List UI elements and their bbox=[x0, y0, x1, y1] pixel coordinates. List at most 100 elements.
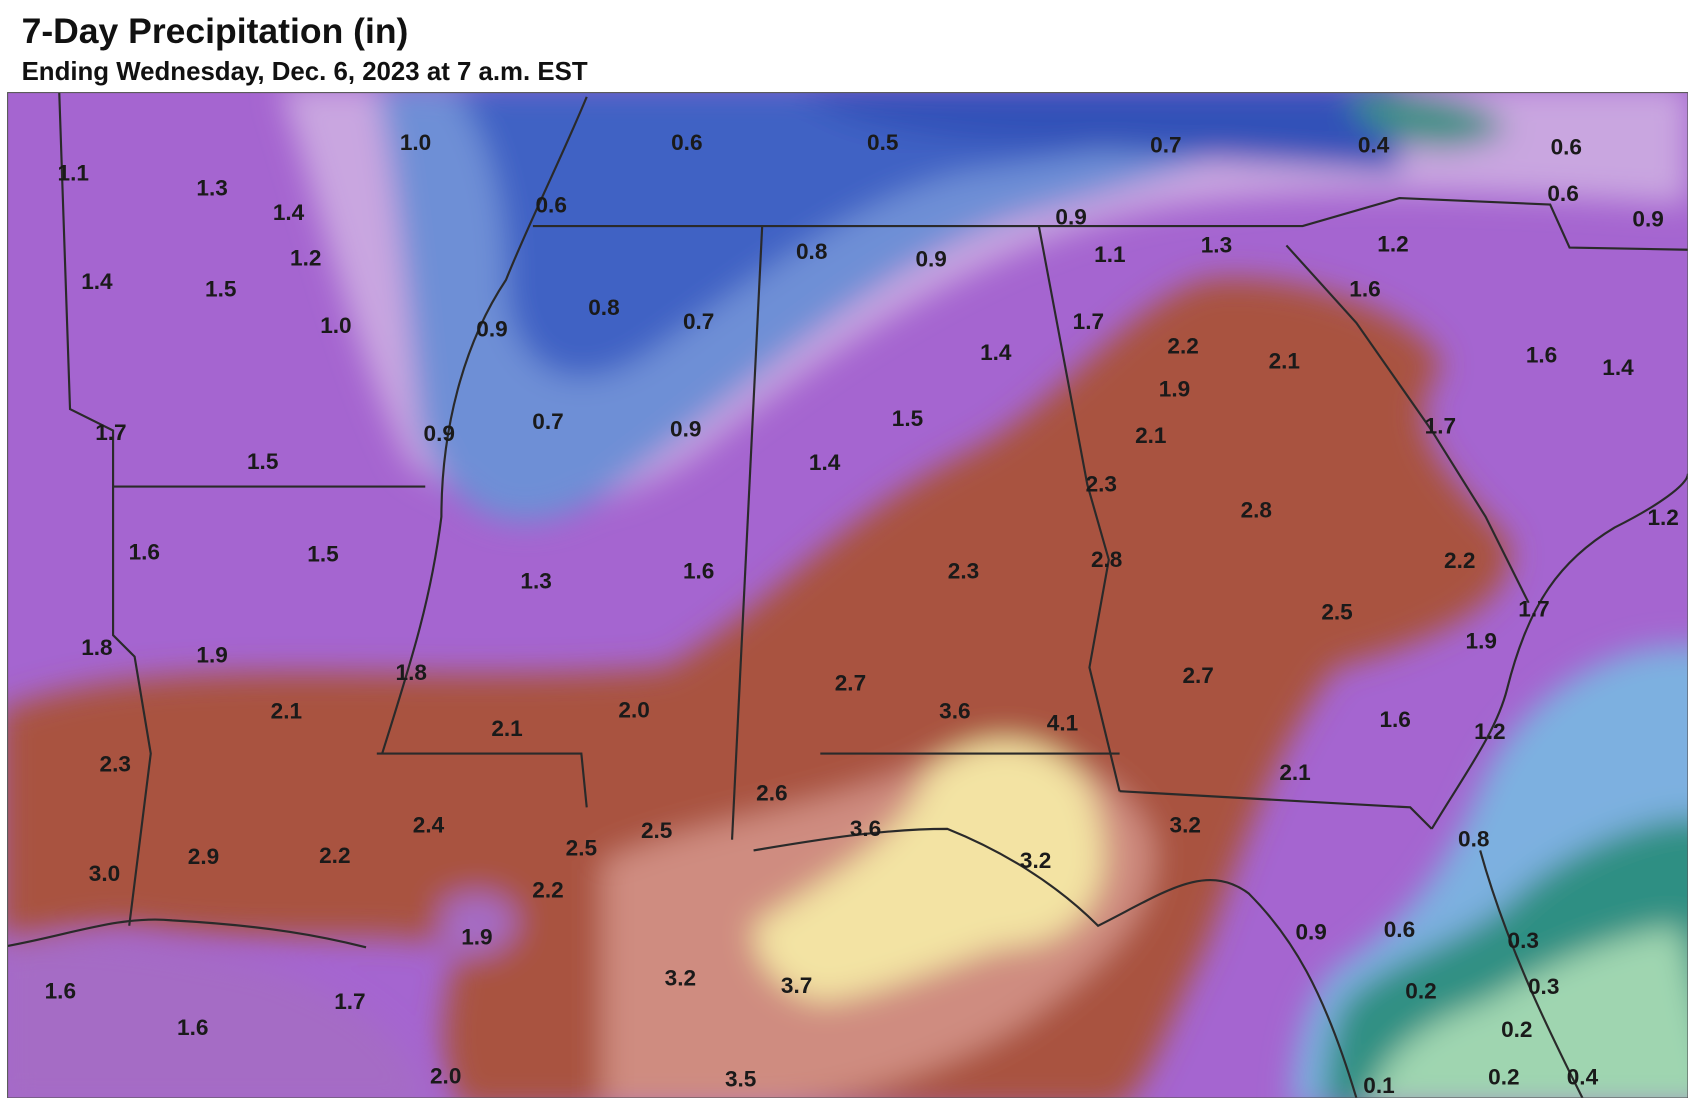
precip-label: 1.6 bbox=[177, 1015, 208, 1040]
precip-label: 1.9 bbox=[196, 643, 227, 668]
precip-label: 1.9 bbox=[461, 925, 492, 950]
precip-label: 1.5 bbox=[205, 277, 236, 302]
precip-label: 1.4 bbox=[809, 450, 841, 475]
precip-label: 1.6 bbox=[1379, 707, 1410, 732]
precip-label: 1.2 bbox=[1474, 719, 1505, 744]
precip-label: 0.7 bbox=[532, 409, 563, 434]
precip-label: 1.5 bbox=[307, 541, 338, 566]
precip-label: 0.9 bbox=[1295, 919, 1326, 944]
label-layer: 1.1 1.3 1.0 0.6 0.5 0.7 0.4 0.6 1.4 0.6 0.6 0.9 0.9 1… bbox=[45, 130, 1679, 1098]
precip-label: 1.1 bbox=[58, 160, 89, 185]
precip-label: 0.9 bbox=[476, 316, 507, 341]
precip-label: 1.0 bbox=[400, 130, 431, 155]
precip-label: 2.5 bbox=[566, 835, 597, 860]
precip-label: 1.7 bbox=[1073, 309, 1104, 334]
precip-label: 2.7 bbox=[1182, 663, 1213, 688]
precip-label: 3.6 bbox=[939, 699, 970, 724]
precip-label: 0.2 bbox=[1501, 1017, 1532, 1042]
precip-label: 0.2 bbox=[1405, 978, 1436, 1003]
precip-label: 0.4 bbox=[1567, 1065, 1599, 1090]
precip-label: 0.8 bbox=[796, 239, 827, 264]
precip-label: 2.6 bbox=[756, 780, 787, 805]
precip-label: 1.4 bbox=[273, 200, 305, 225]
precip-label: 1.4 bbox=[1602, 355, 1634, 380]
title: 7-Day Precipitation (in) bbox=[22, 11, 409, 51]
precip-label: 3.5 bbox=[725, 1067, 756, 1092]
precip-label: 1.8 bbox=[396, 660, 427, 685]
precip-label: 0.7 bbox=[683, 309, 714, 334]
precip-label: 0.6 bbox=[1384, 917, 1415, 942]
precip-label: 1.6 bbox=[129, 539, 160, 564]
precip-label: 2.1 bbox=[1135, 423, 1166, 448]
precip-label: 0.6 bbox=[1547, 181, 1578, 206]
precip-label: 0.5 bbox=[867, 130, 898, 155]
precip-label: 2.8 bbox=[1241, 497, 1272, 522]
precip-label: 2.3 bbox=[948, 559, 979, 584]
precip-label: 2.1 bbox=[271, 699, 302, 724]
precip-label: 0.9 bbox=[670, 417, 701, 442]
precip-label: 0.8 bbox=[588, 295, 619, 320]
map bbox=[7, 92, 1688, 1098]
precip-label: 1.7 bbox=[1425, 413, 1456, 438]
precip-label: 1.2 bbox=[1377, 231, 1408, 256]
precip-label: 2.5 bbox=[1321, 600, 1352, 625]
boundaries bbox=[7, 92, 1688, 1098]
precip-label: 2.1 bbox=[1269, 349, 1300, 374]
precip-label: 2.8 bbox=[1091, 547, 1122, 572]
precip-label: 3.6 bbox=[850, 816, 881, 841]
precip-label: 2.9 bbox=[188, 844, 219, 869]
precip-label: 1.3 bbox=[1201, 232, 1232, 257]
precip-label: 0.1 bbox=[1363, 1073, 1394, 1098]
precip-label: 3.2 bbox=[1020, 848, 1051, 873]
precip-label: 2.5 bbox=[641, 818, 672, 843]
precip-label: 0.7 bbox=[1150, 132, 1181, 157]
precip-label: 0.3 bbox=[1528, 974, 1559, 999]
precip-label: 3.2 bbox=[1170, 813, 1201, 838]
precip-label: 2.1 bbox=[1279, 760, 1310, 785]
precip-label: 1.1 bbox=[1094, 242, 1125, 267]
precip-label: 1.4 bbox=[81, 269, 113, 294]
precip-label: 1.5 bbox=[247, 449, 278, 474]
precip-label: 0.2 bbox=[1488, 1065, 1519, 1090]
precip-label: 2.4 bbox=[413, 813, 445, 838]
precip-label: 2.3 bbox=[100, 751, 131, 776]
precip-label: 0.4 bbox=[1358, 132, 1390, 157]
precip-label: 0.9 bbox=[915, 246, 946, 271]
precip-label: 1.6 bbox=[1349, 277, 1380, 302]
precip-label: 4.1 bbox=[1047, 710, 1078, 735]
precip-label: 1.3 bbox=[520, 568, 551, 593]
precip-label: 1.9 bbox=[1159, 377, 1190, 402]
precip-label: 1.3 bbox=[196, 175, 227, 200]
precip-label: 1.6 bbox=[683, 559, 714, 584]
precip-label: 2.2 bbox=[1444, 548, 1475, 573]
precip-label: 2.7 bbox=[835, 671, 866, 696]
precip-label: 1.8 bbox=[81, 635, 112, 660]
precip-label: 1.5 bbox=[892, 406, 923, 431]
precip-label: 0.6 bbox=[535, 193, 566, 218]
precip-label: 1.4 bbox=[980, 340, 1012, 365]
subtitle: Ending Wednesday, Dec. 6, 2023 at 7 a.m.… bbox=[22, 58, 588, 86]
precip-label: 1.6 bbox=[45, 978, 76, 1003]
precip-label: 1.9 bbox=[1466, 629, 1497, 654]
precip-label: 0.3 bbox=[1508, 928, 1539, 953]
precip-label: 2.2 bbox=[532, 877, 563, 902]
precip-label: 0.8 bbox=[1458, 827, 1489, 852]
precip-label: 2.3 bbox=[1086, 471, 1117, 496]
precip-label: 0.6 bbox=[671, 130, 702, 155]
precip-label: 3.2 bbox=[665, 966, 696, 991]
precip-fields bbox=[7, 92, 1688, 1098]
precip-label: 2.2 bbox=[1167, 334, 1198, 359]
precip-label: 0.9 bbox=[1632, 207, 1663, 232]
precip-label: 2.2 bbox=[319, 843, 350, 868]
precip-label: 0.6 bbox=[1551, 135, 1582, 160]
precip-label: 2.0 bbox=[618, 698, 649, 723]
precip-label: 1.7 bbox=[1518, 596, 1549, 621]
precip-label: 3.7 bbox=[781, 973, 812, 998]
precip-label: 1.7 bbox=[95, 420, 126, 445]
precip-label: 1.6 bbox=[1526, 342, 1557, 367]
precip-label: 0.9 bbox=[1055, 204, 1086, 229]
precip-label: 2.0 bbox=[430, 1064, 461, 1089]
precip-label: 1.7 bbox=[334, 989, 365, 1014]
